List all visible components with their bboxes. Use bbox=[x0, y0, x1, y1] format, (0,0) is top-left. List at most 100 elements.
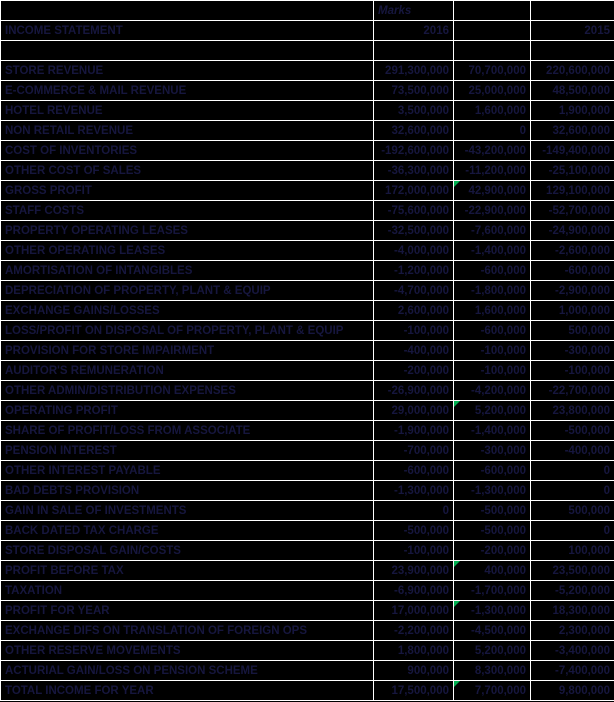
row-label[interactable]: EXCHANGE GAINS/LOSSES bbox=[0, 300, 374, 321]
value-2015[interactable]: -22,700,000 bbox=[530, 380, 614, 401]
row-label[interactable]: PROFIT BEFORE TAX bbox=[0, 560, 374, 581]
row-label[interactable]: GAIN IN SALE OF INVESTMENTS bbox=[0, 500, 374, 521]
value-variance[interactable]: -22,900,000 bbox=[453, 200, 531, 221]
value-2015[interactable]: 9,800,000 bbox=[530, 680, 614, 701]
value-variance[interactable]: 25,000,000 bbox=[453, 80, 531, 101]
value-2015[interactable]: 1,000,000 bbox=[530, 300, 614, 321]
value-2016[interactable]: -700,000 bbox=[373, 440, 454, 461]
value-variance[interactable]: -1,400,000 bbox=[453, 240, 531, 261]
value-2015[interactable]: 220,600,000 bbox=[530, 60, 614, 81]
value-variance[interactable]: 5,200,000 bbox=[453, 400, 531, 421]
value-2015[interactable]: 0 bbox=[530, 460, 614, 481]
row-label[interactable]: COST OF INVENTORIES bbox=[0, 140, 374, 161]
value-2015[interactable]: -600,000 bbox=[530, 260, 614, 281]
row-label[interactable]: SHARE OF PROFIT/LOSS FROM ASSOCIATE bbox=[0, 420, 374, 441]
row-label[interactable]: EXCHANGE DIFS ON TRANSLATION OF FOREIGN … bbox=[0, 620, 374, 641]
value-2015[interactable]: -3,400,000 bbox=[530, 640, 614, 661]
title-diff-cell[interactable] bbox=[453, 20, 531, 41]
row-label[interactable]: PROFIT FOR YEAR bbox=[0, 600, 374, 621]
value-variance[interactable]: -600,000 bbox=[453, 320, 531, 341]
value-variance[interactable]: 400,000 bbox=[453, 560, 531, 581]
value-2016[interactable]: -600,000 bbox=[373, 460, 454, 481]
value-2015[interactable]: -400,000 bbox=[530, 440, 614, 461]
value-2015[interactable]: 23,500,000 bbox=[530, 560, 614, 581]
value-2016[interactable]: -26,900,000 bbox=[373, 380, 454, 401]
value-variance[interactable]: -4,200,000 bbox=[453, 380, 531, 401]
value-variance[interactable]: -300,000 bbox=[453, 440, 531, 461]
value-variance[interactable]: -100,000 bbox=[453, 360, 531, 381]
value-variance[interactable]: 70,700,000 bbox=[453, 60, 531, 81]
row-label[interactable]: OTHER INTEREST PAYABLE bbox=[0, 460, 374, 481]
value-variance[interactable]: -4,500,000 bbox=[453, 620, 531, 641]
value-variance[interactable]: 7,700,000 bbox=[453, 680, 531, 701]
value-2015[interactable]: 129,100,000 bbox=[530, 180, 614, 201]
value-2016[interactable]: -200,000 bbox=[373, 360, 454, 381]
value-2016[interactable]: -1,200,000 bbox=[373, 260, 454, 281]
value-2015[interactable]: -2,900,000 bbox=[530, 280, 614, 301]
unit-header-empty-cell[interactable] bbox=[0, 0, 374, 21]
value-2016[interactable]: -32,500,000 bbox=[373, 220, 454, 241]
value-variance[interactable]: -600,000 bbox=[453, 260, 531, 281]
value-2015[interactable]: 23,800,000 bbox=[530, 400, 614, 421]
value-variance[interactable]: -100,000 bbox=[453, 340, 531, 361]
row-label[interactable]: STORE DISPOSAL GAIN/COSTS bbox=[0, 540, 374, 561]
value-2015[interactable]: 500,000 bbox=[530, 500, 614, 521]
row-label[interactable]: HOTEL REVENUE bbox=[0, 100, 374, 121]
row-label[interactable]: TOTAL INCOME FOR YEAR bbox=[0, 680, 374, 701]
value-2015[interactable]: -25,100,000 bbox=[530, 160, 614, 181]
value-2015[interactable]: 32,600,000 bbox=[530, 120, 614, 141]
value-2016[interactable]: -1,900,000 bbox=[373, 420, 454, 441]
value-2016[interactable]: 73,500,000 bbox=[373, 80, 454, 101]
value-variance[interactable]: -1,700,000 bbox=[453, 580, 531, 601]
value-2015[interactable]: -300,000 bbox=[530, 340, 614, 361]
spacer-cell[interactable] bbox=[373, 40, 454, 61]
row-label[interactable]: STAFF COSTS bbox=[0, 200, 374, 221]
value-2016[interactable]: -192,600,000 bbox=[373, 140, 454, 161]
value-2015[interactable]: 1,900,000 bbox=[530, 100, 614, 121]
value-2016[interactable]: 900,000 bbox=[373, 660, 454, 681]
statement-title-cell[interactable]: INCOME STATEMENT bbox=[0, 20, 374, 41]
value-2016[interactable]: 172,000,000 bbox=[373, 180, 454, 201]
value-2016[interactable]: -100,000 bbox=[373, 540, 454, 561]
value-2016[interactable]: -2,200,000 bbox=[373, 620, 454, 641]
row-label[interactable]: PENSION INTEREST bbox=[0, 440, 374, 461]
value-2015[interactable]: 18,300,000 bbox=[530, 600, 614, 621]
value-2016[interactable]: 32,600,000 bbox=[373, 120, 454, 141]
year-left-cell[interactable]: 2016 bbox=[373, 20, 454, 41]
spacer-cell[interactable] bbox=[453, 40, 531, 61]
row-label[interactable]: GROSS PROFIT bbox=[0, 180, 374, 201]
value-2016[interactable]: -36,300,000 bbox=[373, 160, 454, 181]
value-variance[interactable]: -43,200,000 bbox=[453, 140, 531, 161]
row-label[interactable]: ACTURIAL GAIN/LOSS ON PENSION SCHEME bbox=[0, 660, 374, 681]
row-label[interactable]: OPERATING PROFIT bbox=[0, 400, 374, 421]
value-2015[interactable]: -52,700,000 bbox=[530, 200, 614, 221]
value-2016[interactable]: -100,000 bbox=[373, 320, 454, 341]
value-variance[interactable]: 8,300,000 bbox=[453, 660, 531, 681]
value-2015[interactable]: -5,200,000 bbox=[530, 580, 614, 601]
value-2016[interactable]: 1,800,000 bbox=[373, 640, 454, 661]
row-label[interactable]: OTHER ADMIN/DISTRIBUTION EXPENSES bbox=[0, 380, 374, 401]
value-variance[interactable]: -11,200,000 bbox=[453, 160, 531, 181]
value-2016[interactable]: -4,000,000 bbox=[373, 240, 454, 261]
row-label[interactable]: STORE REVENUE bbox=[0, 60, 374, 81]
value-2015[interactable]: 48,500,000 bbox=[530, 80, 614, 101]
value-2016[interactable]: 17,000,000 bbox=[373, 600, 454, 621]
value-2016[interactable]: 2,600,000 bbox=[373, 300, 454, 321]
value-2016[interactable]: 29,000,000 bbox=[373, 400, 454, 421]
value-variance[interactable]: 0 bbox=[453, 120, 531, 141]
value-2015[interactable]: -500,000 bbox=[530, 420, 614, 441]
value-variance[interactable]: -1,800,000 bbox=[453, 280, 531, 301]
spacer-cell[interactable] bbox=[0, 40, 374, 61]
value-variance[interactable]: -7,600,000 bbox=[453, 220, 531, 241]
row-label[interactable]: PROPERTY OPERATING LEASES bbox=[0, 220, 374, 241]
row-label[interactable]: NON RETAIL REVENUE bbox=[0, 120, 374, 141]
value-variance[interactable]: 1,600,000 bbox=[453, 300, 531, 321]
row-label[interactable]: DEPRECIATION OF PROPERTY, PLANT & EQUIP bbox=[0, 280, 374, 301]
value-2016[interactable]: 17,500,000 bbox=[373, 680, 454, 701]
row-label[interactable]: OTHER COST OF SALES bbox=[0, 160, 374, 181]
row-label[interactable]: OTHER OPERATING LEASES bbox=[0, 240, 374, 261]
value-2016[interactable]: -75,600,000 bbox=[373, 200, 454, 221]
value-2015[interactable]: 500,000 bbox=[530, 320, 614, 341]
value-2016[interactable]: 3,500,000 bbox=[373, 100, 454, 121]
value-2016[interactable]: 0 bbox=[373, 500, 454, 521]
